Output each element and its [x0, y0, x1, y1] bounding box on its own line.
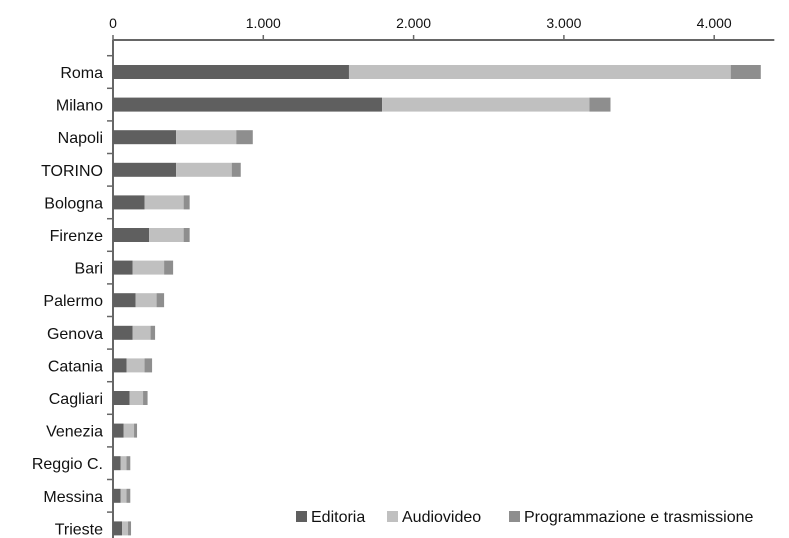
bar-segment [132, 325, 151, 340]
category-label: Milano [56, 98, 103, 115]
bar-segment [113, 162, 177, 177]
bar-segment [156, 293, 165, 308]
bar-segment [113, 260, 133, 275]
x-tick-label: 1.000 [246, 15, 281, 31]
category-label: Firenze [50, 228, 103, 245]
x-tick-label: 3.000 [546, 15, 581, 31]
legend: Editoria Audiovideo Programmazione e trasm… [296, 509, 754, 526]
category-label: Trieste [55, 521, 103, 538]
category-label: Napoli [58, 130, 103, 147]
category-label: Messina [43, 489, 103, 506]
legend-label: Programmazione e trasmissione [524, 509, 754, 526]
bars [113, 65, 761, 536]
bar-segment [113, 130, 177, 145]
bar-segment [113, 293, 136, 308]
bar-segment [150, 325, 156, 340]
bar-segment [236, 130, 253, 145]
category-axis: Roma Milano Napoli TORINO Bologna Firenze Bari… [32, 40, 114, 538]
legend-swatch [296, 511, 307, 522]
category-label: Catania [48, 358, 103, 375]
bar-segment [348, 65, 731, 79]
bar-segment [149, 228, 184, 242]
bar-segment [382, 97, 590, 112]
legend-swatch [509, 511, 520, 522]
category-label: Bari [75, 261, 103, 278]
bar-segment [113, 391, 130, 405]
bar-segment [113, 423, 124, 438]
category-label: Roma [60, 65, 103, 82]
bar-segment [144, 195, 184, 210]
bar-segment [176, 130, 237, 145]
bar-segment [183, 195, 190, 210]
legend-label: Audiovideo [402, 509, 481, 526]
legend-label: Editoria [311, 509, 365, 526]
bar-segment [135, 293, 157, 308]
bar-segment [126, 358, 145, 373]
bar-segment [730, 65, 761, 79]
bar-segment [122, 521, 129, 536]
bar-segment [113, 358, 127, 373]
bar-segment [113, 65, 349, 79]
bar-segment [113, 456, 121, 471]
bar-segment [120, 456, 127, 471]
bar-segment [143, 391, 148, 405]
bar-segment [113, 97, 383, 112]
bar-segment [120, 488, 127, 503]
x-tick-label: 4.000 [697, 15, 732, 31]
x-axis: 0 1.000 2.000 3.000 4.000 [109, 15, 775, 41]
category-label: Venezia [46, 424, 103, 441]
x-tick-label: 2.000 [396, 15, 431, 31]
bar-segment [144, 358, 153, 373]
category-label: Palermo [43, 293, 103, 310]
bar-segment [164, 260, 174, 275]
category-label: Reggio C. [32, 456, 103, 473]
legend-swatch [387, 511, 398, 522]
bar-segment [176, 162, 232, 177]
bar-segment [134, 423, 138, 438]
bar-segment [113, 488, 121, 503]
bar-segment [589, 97, 611, 112]
category-label: Genova [47, 326, 103, 343]
bar-segment [113, 228, 150, 242]
bar-segment [113, 521, 123, 536]
category-label: TORINO [41, 163, 103, 180]
bar-segment [129, 391, 144, 405]
category-label: Bologna [44, 195, 103, 212]
bar-segment [113, 195, 145, 210]
bar-segment [113, 325, 133, 340]
bar-segment [128, 521, 132, 536]
bar-segment [132, 260, 165, 275]
x-tick-label: 0 [109, 15, 117, 31]
category-label: Cagliari [49, 391, 103, 408]
bar-segment [183, 228, 190, 242]
bar-segment [126, 456, 131, 471]
bar-segment [123, 423, 135, 438]
bar-segment [231, 162, 241, 177]
bar-segment [126, 488, 131, 503]
